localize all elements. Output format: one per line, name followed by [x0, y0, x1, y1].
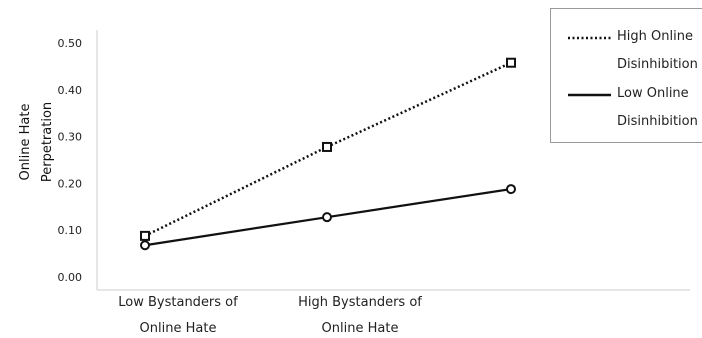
legend-label: High Online Disinhibition [617, 29, 698, 72]
x-tick-label: Low Bystanders of Online Hate [118, 295, 238, 336]
y-tick-label: 0.50 [58, 37, 83, 50]
marker [506, 184, 516, 195]
x-tick-label: High Bystanders of Online Hate [298, 295, 422, 336]
y-tick-label: 0.20 [58, 177, 83, 190]
y-tick-label: 0.30 [58, 131, 83, 144]
marker [506, 57, 516, 68]
y-tick-label: 0.00 [58, 271, 83, 284]
marker [140, 230, 150, 241]
legend-label: Low Online Disinhibition [617, 86, 698, 129]
marker [140, 240, 150, 251]
marker [322, 141, 332, 152]
y-tick-label: 0.40 [58, 84, 83, 97]
y-tick-label: 0.10 [58, 224, 83, 237]
y-axis-label: Online Hate Perpetration [18, 101, 55, 183]
legend: High Online Disinhibition Low Online Disi… [550, 8, 702, 143]
legend-swatches [568, 36, 611, 97]
marker [322, 212, 332, 223]
